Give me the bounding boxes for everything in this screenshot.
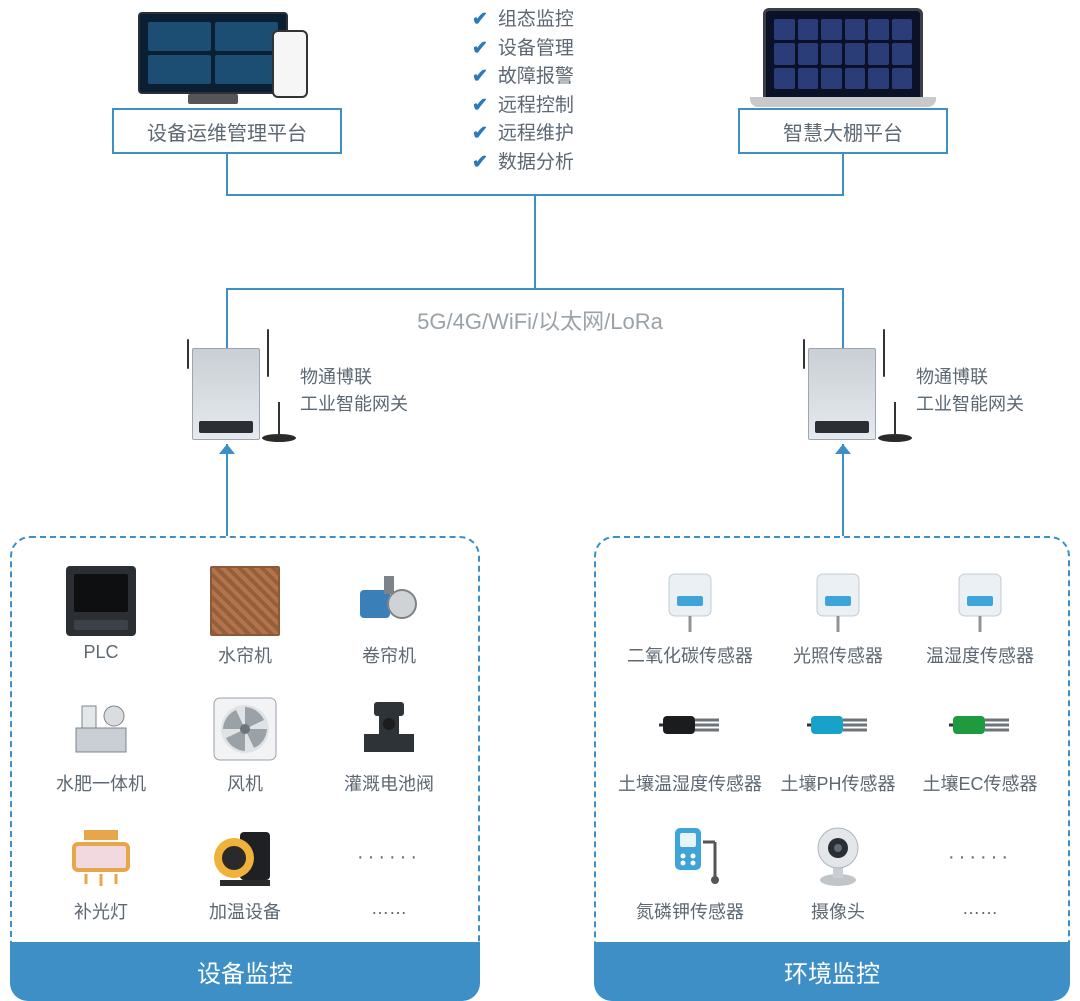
check-icon: ✔ [472, 63, 488, 92]
environment-item: 土壤EC传感器 [914, 694, 1046, 796]
device-item-label: 水帘机 [218, 642, 272, 668]
gateway-right-image [808, 348, 876, 440]
feature-list: ✔ 组态监控 ✔ 设备管理 ✔ 故障报警 ✔ 远程控制 ✔ 远程维护 ✔ 数据分析 [472, 6, 574, 177]
environment-item: 摄像头 [772, 822, 904, 924]
environment-item-label: 土壤EC传感器 [922, 770, 1037, 796]
connector [226, 288, 844, 290]
environment-item-label: …… [962, 898, 998, 919]
feature-item: 远程控制 [498, 92, 574, 121]
environment-item: 土壤PH传感器 [772, 694, 904, 796]
check-icon: ✔ [472, 120, 488, 149]
device-item-label: 水肥一体机 [56, 770, 146, 796]
network-label: 5G/4G/WiFi/以太网/LoRa [0, 304, 1080, 336]
device-item: 补光灯 [34, 822, 168, 924]
platform-right-label: 智慧大棚平台 [783, 117, 903, 146]
sensor-box-icon [655, 566, 725, 636]
environment-item: 温湿度传感器 [914, 566, 1046, 668]
environment-item: 光照传感器 [772, 566, 904, 668]
sensor-box-icon [945, 566, 1015, 636]
device-item-label: 灌溉电池阀 [344, 770, 434, 796]
gateway-right-label: 物通博联 工业智能网关 [916, 364, 1024, 418]
device-item: ······ …… [322, 822, 456, 924]
device-item: 灌溉电池阀 [322, 694, 456, 796]
check-icon: ✔ [472, 92, 488, 121]
platform-right-box: 智慧大棚平台 [738, 108, 948, 154]
environment-item-label: 土壤温湿度传感器 [618, 770, 762, 796]
feature-item: 组态监控 [498, 6, 574, 35]
environment-item-label: 氮磷钾传感器 [636, 898, 744, 924]
environment-item: 土壤温湿度传感器 [618, 694, 762, 796]
check-icon: ✔ [472, 149, 488, 178]
connector [534, 194, 536, 288]
probe-icon [655, 694, 725, 764]
connector [842, 154, 844, 194]
arrow-up-icon [219, 444, 235, 454]
check-icon: ✔ [472, 6, 488, 35]
environment-item: 氮磷钾传感器 [618, 822, 762, 924]
environment-panel-title: 环境监控 [594, 942, 1070, 1001]
dots-icon: ······ [354, 822, 424, 892]
environment-item-label: 摄像头 [811, 898, 865, 924]
feature-item: 故障报警 [498, 63, 574, 92]
pump-icon [66, 694, 136, 764]
device-item-label: 风机 [227, 770, 263, 796]
platform-left-box: 设备运维管理平台 [112, 108, 342, 154]
handheld-icon [655, 822, 725, 892]
device-panel-title: 设备监控 [10, 942, 480, 1001]
platform-right-image [763, 8, 923, 100]
device-item: 加温设备 [178, 822, 312, 924]
check-icon: ✔ [472, 35, 488, 64]
arrow-up-icon [835, 444, 851, 454]
platform-left-image [138, 12, 288, 94]
feature-item: 远程维护 [498, 120, 574, 149]
environment-item-label: 温湿度传感器 [926, 642, 1034, 668]
device-item-label: 加温设备 [209, 898, 281, 924]
dots-icon: ······ [945, 822, 1015, 892]
heater-icon [210, 822, 280, 892]
device-item-label: 卷帘机 [362, 642, 416, 668]
device-item-label: …… [371, 898, 407, 919]
platform-left-label: 设备运维管理平台 [147, 117, 307, 146]
environment-item: 二氧化碳传感器 [618, 566, 762, 668]
device-item: PLC [34, 566, 168, 668]
gateway-left-image [192, 348, 260, 440]
fan-icon [210, 694, 280, 764]
probe-icon [803, 694, 873, 764]
connector [226, 154, 228, 194]
connector [226, 444, 228, 536]
valve-icon [354, 694, 424, 764]
device-item: 水帘机 [178, 566, 312, 668]
device-item: 水肥一体机 [34, 694, 168, 796]
environment-panel: 二氧化碳传感器 光照传感器 温湿度传感器土壤温湿度传感器土壤PH传感器 土壤EC传感器… [594, 536, 1070, 1001]
sensor-box-icon [803, 566, 873, 636]
environment-item: ······ …… [914, 822, 1046, 924]
probe-icon [945, 694, 1015, 764]
device-item: 卷帘机 [322, 566, 456, 668]
motor-icon [354, 566, 424, 636]
device-panel: PLC 水帘机 卷帘机水肥一体机 风机 灌溉电池阀补光灯 加温设备 ······ …… 设备监… [10, 536, 480, 1001]
device-item-label: 补光灯 [74, 898, 128, 924]
light-icon [66, 822, 136, 892]
pad-icon [210, 566, 280, 636]
environment-item-label: 光照传感器 [793, 642, 883, 668]
feature-item: 设备管理 [498, 35, 574, 64]
device-item-label: PLC [83, 642, 118, 663]
gateway-left-label: 物通博联 工业智能网关 [300, 364, 408, 418]
controller-icon [66, 566, 136, 636]
camera-icon [803, 822, 873, 892]
connector [842, 444, 844, 536]
feature-item: 数据分析 [498, 149, 574, 178]
environment-item-label: 二氧化碳传感器 [627, 642, 753, 668]
environment-item-label: 土壤PH传感器 [780, 770, 895, 796]
device-item: 风机 [178, 694, 312, 796]
